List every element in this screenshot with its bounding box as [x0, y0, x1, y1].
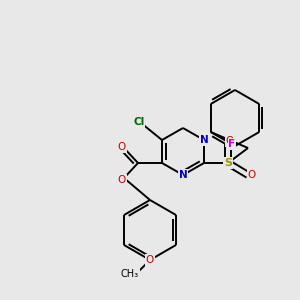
- Text: O: O: [248, 170, 256, 180]
- Text: F: F: [228, 139, 236, 149]
- Text: O: O: [118, 175, 126, 185]
- Text: Cl: Cl: [134, 117, 145, 127]
- Text: O: O: [226, 136, 234, 146]
- Text: O: O: [118, 142, 126, 152]
- Text: N: N: [200, 135, 208, 145]
- Text: CH₃: CH₃: [121, 269, 139, 279]
- Text: S: S: [224, 158, 232, 168]
- Text: O: O: [146, 255, 154, 265]
- Text: N: N: [178, 170, 188, 180]
